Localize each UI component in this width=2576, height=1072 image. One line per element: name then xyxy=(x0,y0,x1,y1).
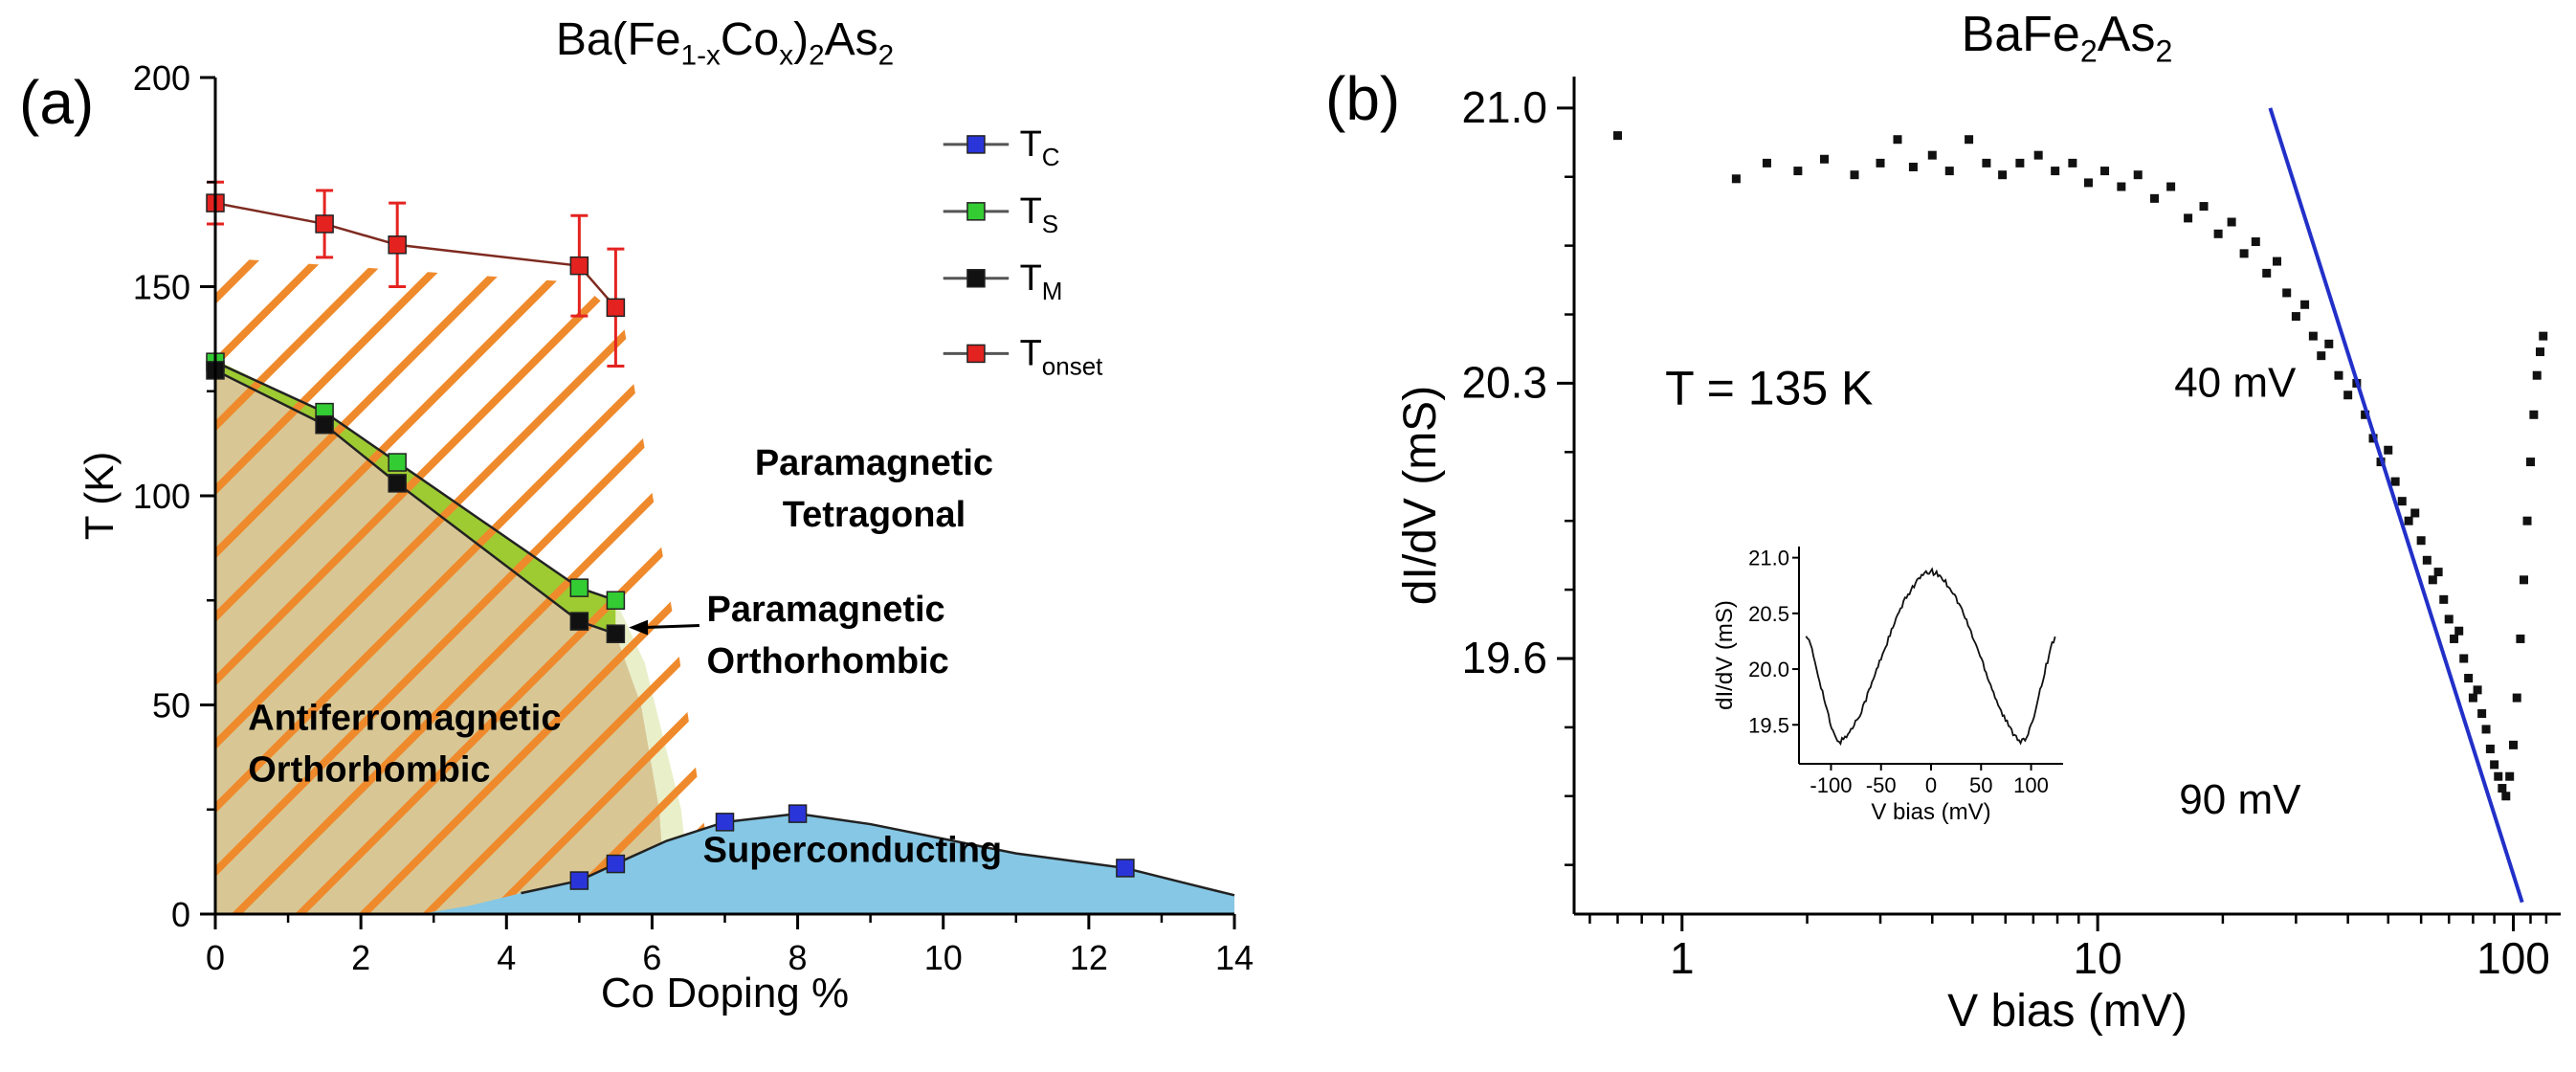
inset-curve xyxy=(1805,567,2056,747)
marker-T_onset xyxy=(388,235,407,255)
forty-mv-label: 40 mV xyxy=(2174,359,2297,406)
svg-text:20.0: 20.0 xyxy=(1748,658,1789,681)
svg-text:12: 12 xyxy=(1070,938,1108,977)
marker-T_S xyxy=(606,591,626,610)
svg-text:1: 1 xyxy=(1670,933,1695,983)
temperature-label: T = 135 K xyxy=(1665,362,1873,415)
marker-T_M xyxy=(388,474,407,493)
log-fit-line xyxy=(2268,107,2524,904)
superconducting-label: Superconducting xyxy=(703,830,1002,870)
marker-T_C xyxy=(569,871,589,890)
svg-text:21.0: 21.0 xyxy=(1461,82,1547,132)
svg-text:19.5: 19.5 xyxy=(1748,713,1789,737)
legend-label-T_C: TC xyxy=(1020,124,1060,171)
svg-text:10: 10 xyxy=(2074,933,2122,983)
svg-text:100: 100 xyxy=(2476,933,2550,983)
marker-T_M xyxy=(606,624,626,643)
svg-text:4: 4 xyxy=(497,938,516,977)
panel-a-title: Ba(Fe1-xCox)2As2 xyxy=(555,14,895,72)
axes: 0 2 4 6 8 10 12 14 0 50 100 150 200 Co Doping % T (K) xyxy=(77,58,1254,1016)
marker-T_onset xyxy=(569,256,589,276)
svg-text:-100: -100 xyxy=(1810,773,1852,797)
inset-x-axis-label: V bias (mV) xyxy=(1871,799,1990,825)
data-series xyxy=(206,180,1135,890)
svg-text:Paramagnetic: Paramagnetic xyxy=(706,590,944,630)
marker-T_C xyxy=(606,854,626,874)
svg-text:200: 200 xyxy=(133,58,190,98)
svg-text:2: 2 xyxy=(351,938,370,977)
series-T_C xyxy=(569,804,1135,890)
legend-marker-T_C xyxy=(966,135,986,154)
svg-text:19.6: 19.6 xyxy=(1461,633,1547,682)
svg-text:8: 8 xyxy=(788,938,808,977)
legend-label-T_M: TM xyxy=(1020,258,1063,305)
svg-text:21.0: 21.0 xyxy=(1748,547,1789,570)
svg-text:100: 100 xyxy=(2013,773,2049,797)
panel-b-label: (b) xyxy=(1325,64,1401,133)
orange-hatched-region xyxy=(215,257,718,914)
x-axis-label-a: Co Doping % xyxy=(601,970,849,1016)
svg-text:Paramagnetic: Paramagnetic xyxy=(755,443,993,483)
svg-text:6: 6 xyxy=(642,938,661,977)
svg-text:-50: -50 xyxy=(1866,773,1897,797)
svg-text:Superconducting: Superconducting xyxy=(703,830,1002,870)
marker-T_M xyxy=(569,612,589,631)
inset-chart: -100 -50 0 50 100 19.5 20.0 20.5 21.0 V bias (mV)… xyxy=(1712,547,2063,825)
marker-T_C xyxy=(788,804,808,823)
marker-T_C xyxy=(715,813,735,832)
marker-T_S xyxy=(569,578,589,597)
marker-T_M xyxy=(315,414,334,435)
y-axis-label-a: T (K) xyxy=(77,452,122,541)
phase-regions xyxy=(215,257,1235,914)
legend-marker-T_M xyxy=(966,269,986,288)
annotation-arrow xyxy=(629,619,700,636)
conductance-chart: T = 135 K 40 mV 90 mV 1 10 100 19.6 20.3 21.0 V b… xyxy=(1395,77,2561,1037)
svg-text:10: 10 xyxy=(924,938,963,977)
svg-text:150: 150 xyxy=(133,268,190,307)
svg-text:Orthorhombic: Orthorhombic xyxy=(248,750,490,791)
svg-text:20.5: 20.5 xyxy=(1748,602,1789,626)
x-axis-label-b: V bias (mV) xyxy=(1947,986,2187,1037)
series-T_onset xyxy=(206,180,626,368)
svg-text:Tetragonal: Tetragonal xyxy=(783,495,966,535)
y-axis-label-b: dI/dV (mS) xyxy=(1395,386,1446,605)
paramagnetic-tetragonal-label: Paramagnetic Tetragonal xyxy=(755,443,993,535)
marker-T_onset xyxy=(315,214,334,234)
legend-marker-T_S xyxy=(966,202,986,221)
marker-T_onset xyxy=(606,298,626,318)
svg-text:20.3: 20.3 xyxy=(1461,357,1547,407)
svg-text:50: 50 xyxy=(152,686,190,726)
antiferromagnetic-orthorhombic-label: Antiferromagnetic Orthorhombic xyxy=(248,699,561,791)
panel-a-label: (a) xyxy=(19,68,95,137)
paramagnetic-orthorhombic-label: Paramagnetic Orthorhombic xyxy=(706,590,948,681)
marker-T_S xyxy=(388,453,407,472)
series-T_M xyxy=(206,361,626,643)
legend-label-T_onset: Tonset xyxy=(1020,333,1104,380)
svg-text:0: 0 xyxy=(171,895,190,934)
marker-T_C xyxy=(1116,859,1135,878)
phase-diagram-chart: Paramagnetic Tetragonal Paramagnetic Orthor… xyxy=(77,58,1254,1016)
svg-text:Antiferromagnetic: Antiferromagnetic xyxy=(248,699,561,739)
svg-text:50: 50 xyxy=(1969,773,1992,797)
axes-b: 1 10 100 19.6 20.3 21.0 V bias (mV) dI/dV (mS) xyxy=(1395,77,2561,1037)
conductance-scatter xyxy=(1612,131,2548,801)
legend-marker-T_onset xyxy=(966,344,986,364)
ninety-mv-label: 90 mV xyxy=(2179,776,2301,823)
inset-y-axis-label: dI/dV (mS) xyxy=(1712,600,1738,710)
svg-text:0: 0 xyxy=(1925,773,1937,797)
legend-label-T_S: TS xyxy=(1020,191,1059,238)
svg-text:14: 14 xyxy=(1215,938,1254,977)
svg-text:Orthorhombic: Orthorhombic xyxy=(706,641,948,681)
panel-b-title: BaFe2As2 xyxy=(1961,7,2173,69)
svg-text:0: 0 xyxy=(206,938,225,977)
superconducting-dome xyxy=(419,814,1234,914)
legend: TC TS TM Tonset xyxy=(943,124,1104,380)
svg-text:100: 100 xyxy=(133,477,190,516)
